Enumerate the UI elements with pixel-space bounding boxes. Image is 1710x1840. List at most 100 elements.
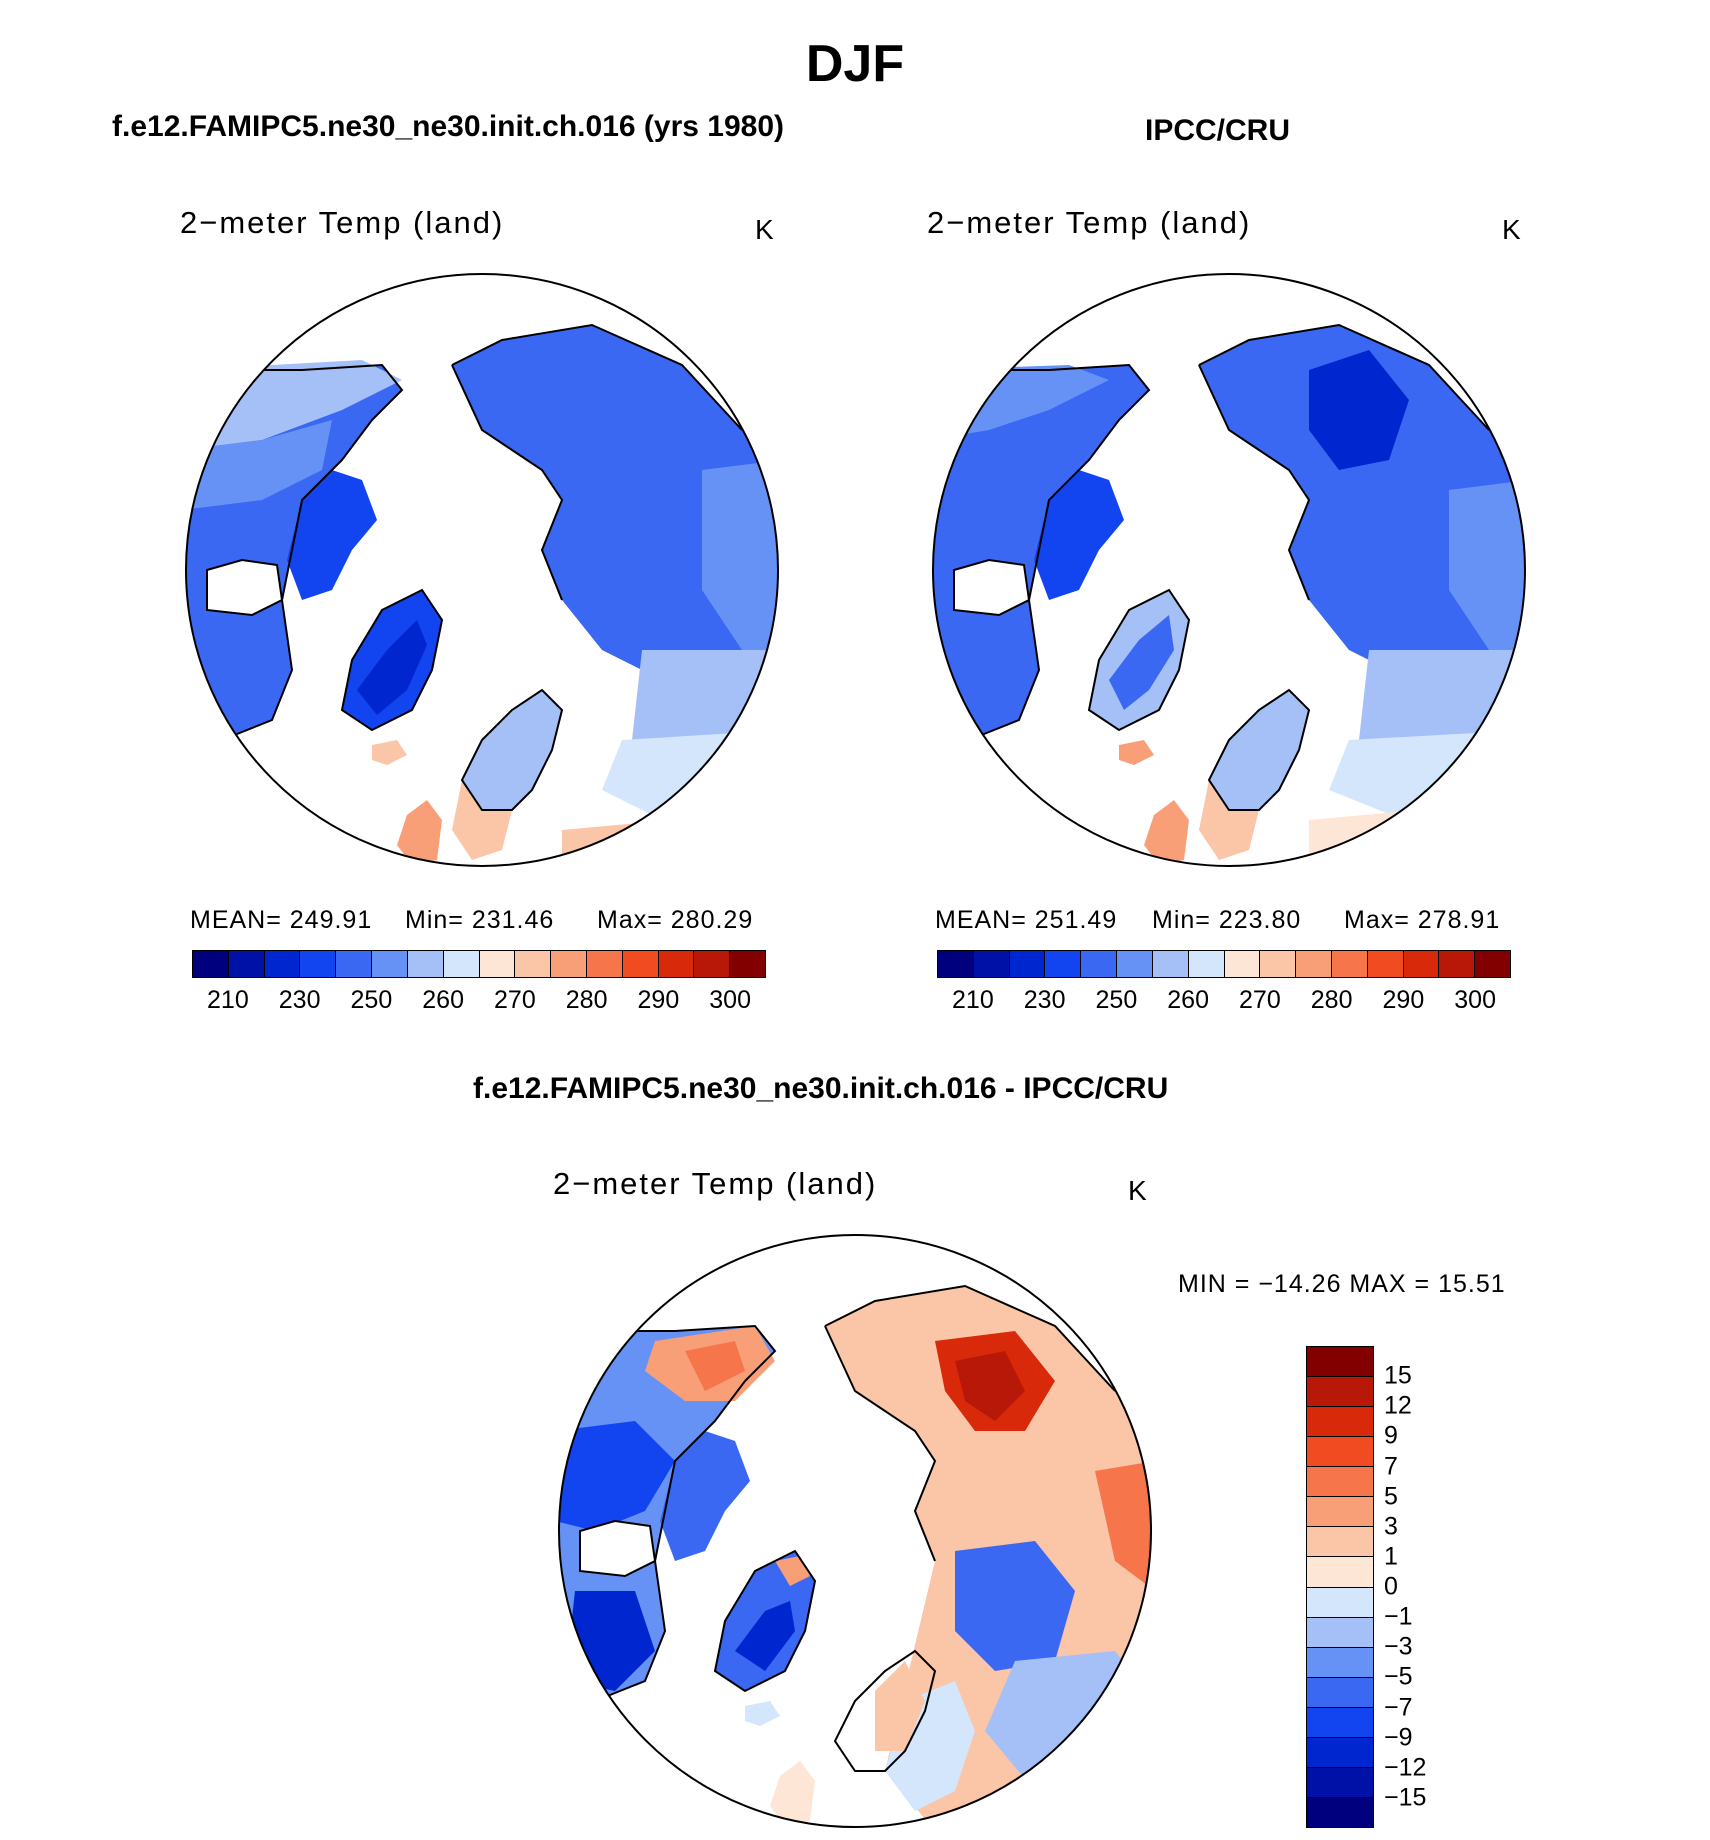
model-colorbar-label: 230 [278,986,321,1014]
polar-map-model [185,273,779,867]
diff-colorbar-box [1307,1437,1373,1468]
model-colorbar-box [515,951,552,977]
obs-colorbar-box [1439,951,1476,977]
model-colorbar-label: 290 [637,986,680,1014]
diff-colorbar-label: 1 [1384,1542,1398,1571]
model-colorbar-box [658,951,695,977]
diff-colorbar-label: −15 [1384,1783,1427,1812]
obs-colorbar-box [1475,951,1510,977]
obs-colorbar-label: 210 [952,986,994,1014]
model-colorbar-label: 210 [207,986,249,1014]
obs-colorbar-box [973,951,1010,977]
model-colorbar-box [193,951,229,977]
model-colorbar-box [586,951,623,977]
diff-colorbar-label: −7 [1384,1693,1413,1721]
diff-colorbar-label: 15 [1384,1361,1412,1390]
model-colorbar-label: 300 [709,986,751,1014]
diff-colorbar-box [1307,1347,1373,1378]
obs-colorbar-box [1296,951,1332,977]
diff-colorbar-box [1307,1587,1373,1618]
stats-minmax-diff: MIN = −14.26 MAX = 15.51 [1178,1270,1506,1298]
obs-colorbar-box [1117,951,1153,977]
model-colorbar-label: 250 [350,986,393,1014]
stats-mean-model: MEAN= 249.91 [190,906,373,934]
diff-colorbar-label: 3 [1384,1512,1398,1541]
obs-colorbar-box [1331,951,1368,977]
model-colorbar-box [336,951,373,977]
model-colorbar-box [622,951,659,977]
stats-min-obs: Min= 223.80 [1152,906,1302,934]
diff-colorbar-box [1307,1407,1373,1438]
diff-colorbar-label: 0 [1384,1572,1398,1601]
obs-colorbar-label: 260 [1167,986,1209,1014]
diff-colorbar-box [1307,1497,1373,1528]
obs-colorbar-label: 230 [1023,986,1066,1014]
main-title: DJF [805,35,905,93]
stats-max-obs: Max= 278.91 [1344,906,1501,934]
model-colorbar-box [372,951,408,977]
diff-colorbar-label: −1 [1384,1602,1413,1631]
obs-colorbar-label: 280 [1310,986,1353,1014]
diff-colorbar-label: −3 [1384,1632,1413,1661]
model-colorbar-box [228,951,265,977]
stats-mean-obs: MEAN= 251.49 [935,906,1118,934]
diff-colorbar-box [1307,1617,1373,1648]
variable-label-diff: 2−meter Temp (land) [553,1166,878,1201]
model-colorbar-box [479,951,516,977]
diff-colorbar-box [1307,1527,1373,1558]
diff-colorbar-label: 7 [1384,1452,1398,1480]
model-colorbar-box [551,951,587,977]
model-colorbar-label: 260 [422,986,464,1014]
model-colorbar-box [300,951,337,977]
obs-colorbar-label: 300 [1454,986,1496,1014]
diff-colorbar-box [1307,1467,1373,1498]
obs-colorbar-box [1403,951,1440,977]
units-label-diff: K [1128,1175,1147,1206]
obs-colorbar-box [1367,951,1404,977]
colorbar-model [192,950,766,978]
obs-colorbar-box [1081,951,1118,977]
model-colorbar-box [694,951,731,977]
diff-colorbar-box [1307,1707,1373,1738]
panel-title-obs: IPCC/CRU [1145,114,1291,147]
obs-colorbar-box [1009,951,1046,977]
polar-map-obs [932,273,1526,867]
obs-colorbar-box [1045,951,1082,977]
diff-colorbar-box [1307,1737,1373,1768]
stats-max-model: Max= 280.29 [597,906,754,934]
obs-colorbar-box [1260,951,1297,977]
model-colorbar-box [443,951,480,977]
units-label-obs: K [1502,214,1521,245]
diff-colorbar-box [1307,1377,1373,1408]
diff-colorbar-box [1307,1557,1373,1588]
obs-colorbar-box [1188,951,1225,977]
obs-colorbar-box [1152,951,1189,977]
obs-colorbar-label: 290 [1382,986,1425,1014]
diff-colorbar-box [1307,1677,1373,1708]
units-label-model: K [755,214,774,245]
diff-colorbar-label: −5 [1384,1662,1413,1691]
panel-title-model: f.e12.FAMIPC5.ne30_ne30.init.ch.016 (yrs… [112,110,784,143]
obs-colorbar-box [1224,951,1261,977]
diff-colorbar-label: 12 [1384,1391,1412,1420]
diff-colorbar-label: 5 [1384,1482,1398,1511]
obs-colorbar-box [938,951,974,977]
colorbar-obs [937,950,1511,978]
obs-colorbar-label: 270 [1239,986,1281,1014]
obs-colorbar-label: 250 [1095,986,1138,1014]
diff-colorbar-label: −12 [1384,1753,1427,1782]
colorbar-diff [1306,1346,1374,1828]
model-colorbar-label: 270 [494,986,536,1014]
model-colorbar-box [264,951,301,977]
diff-colorbar-box [1307,1647,1373,1678]
stats-min-model: Min= 231.46 [405,906,555,934]
panel-title-diff: f.e12.FAMIPC5.ne30_ne30.init.ch.016 - IP… [473,1072,1169,1105]
diff-colorbar-box [1307,1767,1373,1798]
model-colorbar-box [407,951,444,977]
variable-label-model: 2−meter Temp (land) [180,205,505,240]
diff-colorbar-label: 9 [1384,1421,1398,1450]
polar-map-diff [558,1234,1152,1828]
variable-label-obs: 2−meter Temp (land) [927,205,1252,240]
diff-colorbar-label: −9 [1384,1723,1413,1752]
model-colorbar-label: 280 [565,986,608,1014]
